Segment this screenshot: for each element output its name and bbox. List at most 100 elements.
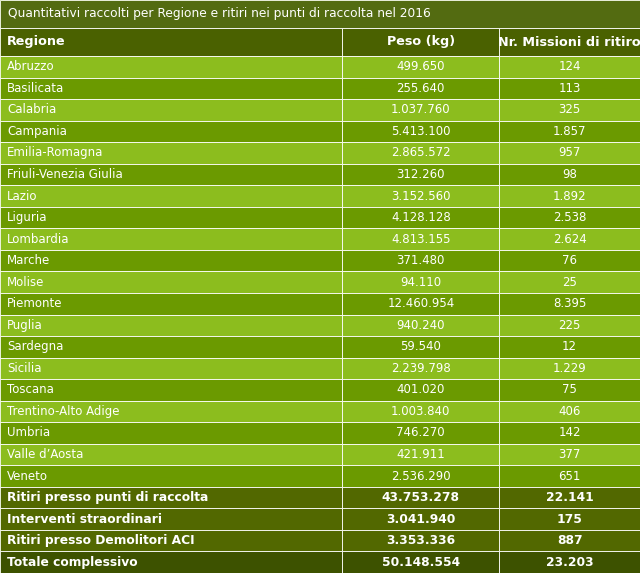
Text: 421.911: 421.911 <box>396 448 445 461</box>
Text: 12.460.954: 12.460.954 <box>387 297 454 310</box>
Text: Puglia: Puglia <box>7 319 43 332</box>
Text: 746.270: 746.270 <box>397 426 445 439</box>
Bar <box>0 530 342 551</box>
Text: Nr. Missioni di ritiro: Nr. Missioni di ritiro <box>499 36 640 49</box>
Bar <box>499 401 640 422</box>
Text: 22.141: 22.141 <box>546 491 593 504</box>
Text: 4.813.155: 4.813.155 <box>391 233 451 246</box>
Text: 1.229: 1.229 <box>553 362 586 375</box>
Bar <box>499 336 640 358</box>
Text: 23.203: 23.203 <box>546 556 593 569</box>
Text: 312.260: 312.260 <box>397 168 445 181</box>
Bar <box>342 530 499 551</box>
Text: 94.110: 94.110 <box>400 276 442 289</box>
Text: Quantitativi raccolti per Regione e ritiri nei punti di raccolta nel 2016: Quantitativi raccolti per Regione e riti… <box>8 7 431 21</box>
Text: 1.037.760: 1.037.760 <box>391 103 451 116</box>
Bar <box>342 164 499 185</box>
Text: 3.041.940: 3.041.940 <box>386 513 456 525</box>
Bar <box>499 121 640 142</box>
Text: Basilicata: Basilicata <box>7 82 64 95</box>
Text: 325: 325 <box>559 103 580 116</box>
Text: Sardegna: Sardegna <box>7 340 63 354</box>
Bar <box>499 379 640 401</box>
Bar <box>499 77 640 99</box>
Text: Liguria: Liguria <box>7 211 47 224</box>
Bar <box>342 272 499 293</box>
Bar <box>499 530 640 551</box>
Text: 401.020: 401.020 <box>397 383 445 397</box>
Text: 499.650: 499.650 <box>397 60 445 73</box>
Text: 75: 75 <box>562 383 577 397</box>
Text: Marche: Marche <box>7 254 51 267</box>
Bar <box>0 315 342 336</box>
Bar <box>342 185 499 207</box>
Text: Calabria: Calabria <box>7 103 56 116</box>
Bar <box>0 207 342 228</box>
Bar <box>499 487 640 508</box>
Bar <box>499 185 640 207</box>
Bar <box>342 422 499 444</box>
Bar <box>0 379 342 401</box>
Text: 255.640: 255.640 <box>397 82 445 95</box>
Bar <box>499 293 640 315</box>
Text: 2.538: 2.538 <box>553 211 586 224</box>
Bar <box>0 121 342 142</box>
Bar <box>0 358 342 379</box>
Bar <box>499 28 640 56</box>
Bar <box>342 142 499 164</box>
Bar <box>499 142 640 164</box>
Bar <box>342 465 499 487</box>
Text: Trentino-Alto Adige: Trentino-Alto Adige <box>7 405 120 418</box>
Bar <box>499 228 640 250</box>
Text: 406: 406 <box>559 405 580 418</box>
Bar <box>0 272 342 293</box>
Bar <box>342 551 499 573</box>
Bar <box>499 358 640 379</box>
Bar <box>0 487 342 508</box>
Bar <box>342 379 499 401</box>
Text: 175: 175 <box>557 513 582 525</box>
Text: 113: 113 <box>559 82 580 95</box>
Bar <box>499 315 640 336</box>
Bar <box>342 228 499 250</box>
Bar <box>342 121 499 142</box>
Text: 2.624: 2.624 <box>553 233 586 246</box>
Bar <box>0 0 640 28</box>
Bar <box>342 487 499 508</box>
Text: 957: 957 <box>559 147 580 159</box>
Bar <box>0 293 342 315</box>
Bar <box>0 444 342 465</box>
Text: 4.128.128: 4.128.128 <box>391 211 451 224</box>
Bar <box>342 358 499 379</box>
Bar <box>499 99 640 121</box>
Bar <box>0 228 342 250</box>
Text: Molise: Molise <box>7 276 44 289</box>
Text: 8.395: 8.395 <box>553 297 586 310</box>
Bar <box>342 336 499 358</box>
Bar <box>499 551 640 573</box>
Bar <box>0 250 342 272</box>
Text: Interventi straordinari: Interventi straordinari <box>7 513 162 525</box>
Bar <box>0 465 342 487</box>
Text: 225: 225 <box>559 319 580 332</box>
Text: 887: 887 <box>557 534 582 547</box>
Bar <box>342 444 499 465</box>
Text: 1.892: 1.892 <box>553 190 586 202</box>
Bar <box>342 508 499 530</box>
Bar <box>342 99 499 121</box>
Text: 124: 124 <box>558 60 581 73</box>
Text: Peso (kg): Peso (kg) <box>387 36 455 49</box>
Text: Toscana: Toscana <box>7 383 54 397</box>
Text: 98: 98 <box>562 168 577 181</box>
Text: 76: 76 <box>562 254 577 267</box>
Bar <box>0 336 342 358</box>
Text: Abruzzo: Abruzzo <box>7 60 54 73</box>
Text: 3.152.560: 3.152.560 <box>391 190 451 202</box>
Text: Totale complessivo: Totale complessivo <box>7 556 138 569</box>
Text: 651: 651 <box>559 469 580 482</box>
Text: 940.240: 940.240 <box>397 319 445 332</box>
Text: 2.536.290: 2.536.290 <box>391 469 451 482</box>
Bar <box>342 77 499 99</box>
Bar <box>342 401 499 422</box>
Text: 25: 25 <box>562 276 577 289</box>
